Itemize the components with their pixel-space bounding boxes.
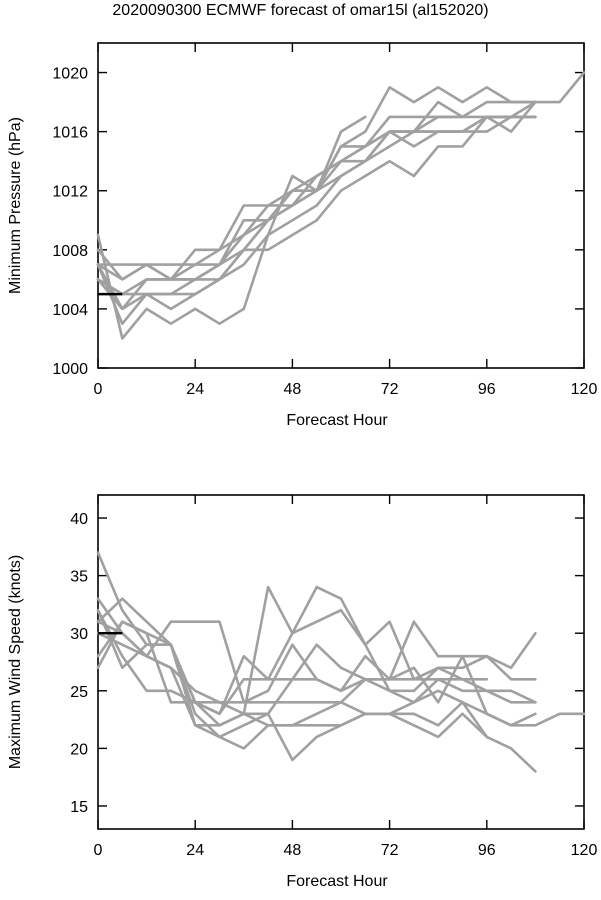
pressure-plot-frame bbox=[97, 42, 585, 369]
pressure-y-tick-label: 1016 bbox=[52, 125, 88, 142]
wind-member-line-7 bbox=[96, 620, 537, 727]
pressure-x-tick-label: 120 bbox=[571, 381, 598, 398]
wind-y-tick-label: 25 bbox=[70, 684, 88, 701]
wind-x-tick-label: 48 bbox=[284, 842, 302, 859]
wind-member-line-8 bbox=[96, 608, 489, 762]
pressure-x-tick-label: 96 bbox=[478, 381, 496, 398]
pressure-x-tick-label: 24 bbox=[186, 381, 204, 398]
pressure-member-line-5 bbox=[96, 115, 537, 311]
wind-x-tick-label: 120 bbox=[571, 842, 598, 859]
wind-plot-frame bbox=[97, 494, 585, 830]
wind-member-line-9 bbox=[96, 585, 489, 727]
wind-x-tick-label: 0 bbox=[94, 842, 103, 859]
wind-y-tick-label: 30 bbox=[70, 626, 88, 643]
wind-y-axis-title: Maximum Wind Speed (knots) bbox=[7, 555, 24, 769]
pressure-y-axis-title: Minimum Pressure (hPa) bbox=[7, 117, 24, 294]
wind-member-line-2 bbox=[96, 597, 537, 704]
wind-y-tick-label: 20 bbox=[70, 741, 88, 758]
pressure-member-line-4 bbox=[96, 115, 537, 281]
pressure-y-tick-label: 1008 bbox=[52, 243, 88, 260]
pressure-member-line-8 bbox=[96, 100, 537, 326]
wind-x-tick-label: 72 bbox=[381, 842, 399, 859]
pressure-x-tick-label: 0 bbox=[94, 381, 103, 398]
pressure-y-tick-label: 1004 bbox=[52, 302, 88, 319]
wind-x-tick-label: 24 bbox=[186, 842, 204, 859]
wind-member-line-6 bbox=[96, 620, 537, 773]
wind-y-tick-label: 15 bbox=[70, 799, 88, 816]
wind-x-axis-title: Forecast Hour bbox=[286, 873, 388, 890]
pressure-chart: 0 24 48 72 96 120 1000 1004 1008 1012 1016 1020 Fore… bbox=[7, 42, 598, 429]
pressure-x-tick-label: 48 bbox=[284, 381, 302, 398]
pressure-x-tick-label: 72 bbox=[381, 381, 399, 398]
pressure-x-axis-title: Forecast Hour bbox=[286, 412, 388, 429]
wind-chart: 0 24 48 72 96 120 15 20 25 30 35 40 Forecast Hour Max… bbox=[7, 494, 598, 890]
pressure-y-tick-label: 1012 bbox=[52, 184, 88, 201]
pressure-member-line-9 bbox=[96, 115, 464, 281]
page-title: 2020090300 ECMWF forecast of omar15l (al… bbox=[112, 2, 489, 19]
wind-y-tick-label: 35 bbox=[70, 569, 88, 586]
pressure-member-line-7 bbox=[96, 71, 586, 296]
wind-y-tick-label: 40 bbox=[70, 511, 88, 528]
pressure-y-tick-label: 1000 bbox=[52, 361, 88, 378]
wind-x-tick-label: 96 bbox=[478, 842, 496, 859]
pressure-y-tick-label: 1020 bbox=[52, 66, 88, 83]
